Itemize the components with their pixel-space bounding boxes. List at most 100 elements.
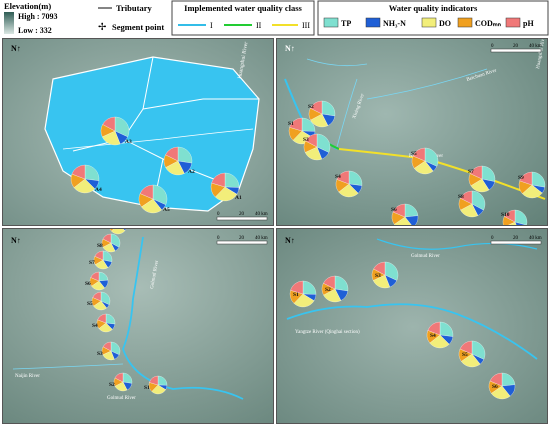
point-label-p2-4: S5 <box>411 151 417 157</box>
scale-tick-20: 20 <box>513 236 519 241</box>
pie-slice-p2-6-4 <box>469 165 483 180</box>
indicator-title: Water quality indicators <box>389 3 478 13</box>
terrain-background <box>3 229 273 423</box>
scale-tick-0: 0 <box>491 236 494 241</box>
panel-golmud-river-map: Golmud River Naijin River Golmud River S… <box>2 228 274 424</box>
point-label-p3-8: S9 <box>104 229 110 231</box>
terrain-background <box>277 39 547 225</box>
pie-slice-p4-1-4 <box>323 275 336 290</box>
scale-tick-0: 0 <box>217 236 220 241</box>
point-label-p3-1: S2 <box>109 382 115 388</box>
golmud-river-line <box>376 238 538 250</box>
point-label-p4-0: S1 <box>293 292 299 298</box>
point-label-p2-3: S4 <box>335 174 341 180</box>
naijin-river-label: Naijin River <box>15 374 40 379</box>
pie-slice-p4-2-4 <box>373 261 386 276</box>
pie-slice-p3-4-4 <box>92 291 102 302</box>
panel-huangshui-river-map: Xining River Beichuan River Huangshui Ri… <box>276 38 548 226</box>
point-label-p2-7: S8 <box>458 194 464 200</box>
pie-slice-p2-8-4 <box>519 171 533 186</box>
north-arrow-icon: N↑ <box>285 236 295 245</box>
pie-slice-p3-1-4 <box>114 372 124 383</box>
pie-slice-p2-2-4 <box>305 133 318 148</box>
pie-slice-p4-5-4 <box>489 372 503 387</box>
panel-3-svg: Golmud River Naijin River Golmud River S… <box>3 229 273 423</box>
pie-slice-p2-3-4 <box>336 170 350 185</box>
scale-bar: 0 20 40 km <box>216 212 268 221</box>
elevation-high: High : 7093 <box>18 12 58 21</box>
pie-slice-p1-4-0 <box>152 184 168 205</box>
nh3n-label: NH₃-N <box>383 19 406 28</box>
scale-tick-40: 40 km <box>255 236 268 241</box>
pie-slice-p3-7-4 <box>102 233 112 244</box>
point-label-p3-3: S4 <box>92 323 98 329</box>
pie-slice-p3-8-3 <box>109 229 114 232</box>
pie-slice-p1-2-4 <box>102 116 116 132</box>
pie-slice-p1-0-2 <box>215 186 238 202</box>
pie-slice-p1-0-4 <box>211 172 226 188</box>
pie-slice-p3-2-4 <box>102 341 112 352</box>
pie-slice-p2-9-1 <box>514 221 527 225</box>
pie-slice-p2-4-4 <box>412 147 426 162</box>
pie-slice-p2-2-0 <box>316 133 331 153</box>
golmud-river-label-top: Golmud River <box>150 260 160 290</box>
pie-slice-p2-7-0 <box>471 190 486 211</box>
river-class-i <box>122 236 244 400</box>
point-label-p1-0: A1 <box>235 195 242 201</box>
map-legend: Elevation(m) High : 7093 Low : 332 Tribu… <box>0 0 550 36</box>
tp-swatch <box>323 17 339 28</box>
golmud-river-label-bottom: Golmud River <box>107 396 136 401</box>
pie-slice-p1-2-0 <box>114 116 130 138</box>
ph-swatch <box>505 17 521 28</box>
class-title: Implemented water quality class <box>184 3 302 13</box>
point-label-p4-1: S2 <box>325 287 331 293</box>
do-label: DO <box>439 19 451 28</box>
point-label-p4-5: S6 <box>492 384 498 390</box>
point-label-p2-6: S7 <box>468 169 474 175</box>
pie-slice-p2-9-4 <box>504 209 516 223</box>
pie-group-p4: S1 S2 S3 S4 S5 S6 <box>289 261 516 400</box>
scale-tick-20: 20 <box>239 236 245 241</box>
segment-point-label: Segment point <box>112 22 164 32</box>
codmn-swatch <box>457 17 473 28</box>
pie-slice-p2-5-1 <box>404 215 419 225</box>
point-label-p2-0: S1 <box>288 121 294 127</box>
point-label-p4-2: S3 <box>375 273 381 279</box>
scale-tick-20: 20 <box>239 212 245 217</box>
pie-slice-p4-3-4 <box>427 321 441 336</box>
north-arrow-icon: N↑ <box>285 44 295 53</box>
point-label-p3-5: S6 <box>85 281 91 287</box>
point-label-p3-6: S7 <box>89 260 95 266</box>
pie-slice-p4-4-4 <box>459 340 473 355</box>
pie-group-p2: S1 S2 S3 S4 S5 S6 S7 S8 S9 S10 <box>288 100 546 225</box>
pie-slice-p3-6-4 <box>94 250 104 261</box>
point-label-p2-9: S10 <box>501 212 510 218</box>
class-iii-label: III <box>302 21 310 30</box>
elevation-low: Low : 332 <box>18 26 52 35</box>
ph-label: pH <box>523 19 534 28</box>
river-class-i <box>286 303 538 360</box>
scale-bar: 0 20 40 km <box>490 236 542 245</box>
panel-yangtze-river-map: Golmud River Yangtze River (Qinghai sect… <box>276 228 548 424</box>
pie-slice-p2-5-4 <box>392 203 406 218</box>
tp-label: TP <box>341 19 351 28</box>
scale-bar: 0 20 40 km <box>490 44 542 53</box>
point-label-p2-5: S6 <box>391 207 397 213</box>
scale-tick-40: 40 km <box>529 44 542 49</box>
pie-slice-p4-2-0 <box>384 261 399 281</box>
elevation-title: Elevation(m) <box>4 1 51 11</box>
panel-2-svg: Xining River Beichuan River Huangshui Ri… <box>277 39 547 225</box>
main-river <box>62 128 254 150</box>
point-label-p3-2: S3 <box>97 351 103 357</box>
pie-slice-p2-4-0 <box>424 147 439 167</box>
class-legend-box <box>171 0 315 36</box>
golmud-river-label: Golmud River <box>411 254 440 259</box>
class-i-label: I <box>210 21 213 30</box>
segment-point-icon: ✢ <box>98 22 106 33</box>
scale-tick-40: 40 km <box>529 236 542 241</box>
pie-slice-p1-3-4 <box>71 164 86 180</box>
pie-slice-p3-5-4 <box>90 271 100 282</box>
north-arrow-icon: N↑ <box>11 44 21 53</box>
point-label-p3-4: S5 <box>87 301 93 307</box>
